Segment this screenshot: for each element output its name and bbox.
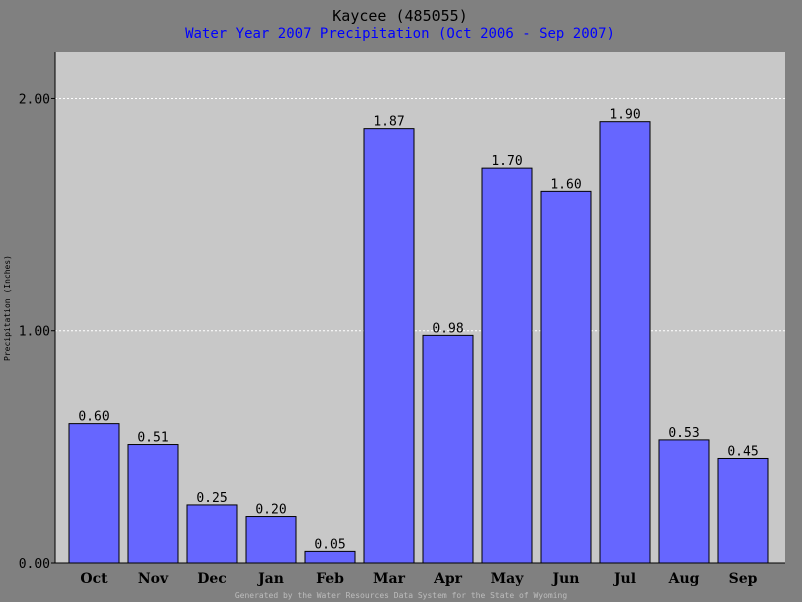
bar-value-label: 0.25	[196, 491, 227, 506]
bar-value-label: 0.05	[314, 537, 345, 552]
bar-dec	[186, 504, 238, 564]
bar-aug	[658, 439, 710, 564]
x-tick-label: Oct	[80, 571, 108, 587]
footer-credit: Generated by the Water Resources Data Sy…	[235, 591, 568, 600]
bar-mar	[363, 128, 415, 564]
chart-title: Kaycee (485055)	[332, 7, 467, 25]
bar-may	[481, 167, 533, 564]
bar-value-label: 1.70	[491, 154, 522, 169]
bars: 0.60 0.51 0.25 0.20 0.05 1.87 0.98 1.70 1.60 1.90…	[68, 108, 769, 564]
bar-value-label: 0.60	[78, 410, 109, 425]
y-axis-ticks: 0.00 1.00 2.00	[19, 52, 56, 572]
x-tick-label: Jun	[551, 571, 580, 587]
x-tick-label: Sep	[729, 571, 758, 587]
bar-value-label: 0.51	[137, 431, 168, 446]
grid-lines	[55, 97, 785, 332]
x-tick-label: Dec	[197, 571, 227, 587]
x-tick-label: Nov	[138, 571, 169, 587]
x-tick-label: Aug	[668, 571, 700, 587]
bar-value-label: 1.90	[609, 108, 640, 123]
bar-jun	[540, 190, 592, 564]
bar-jul	[599, 121, 651, 564]
bar-apr	[422, 334, 474, 564]
bar-jan	[245, 516, 297, 564]
x-axis-ticks: Oct Nov Dec Jan Feb Mar Apr May Jun Jul Aug Sep	[55, 562, 785, 587]
bar-value-label: 1.60	[550, 177, 581, 192]
y-tick-label: 1.00	[19, 325, 50, 340]
bar-value-label: 0.45	[727, 444, 758, 459]
bar-value-label: 0.20	[255, 503, 286, 518]
x-tick-label: Mar	[373, 571, 406, 587]
chart-subtitle: Water Year 2007 Precipitation (Oct 2006 …	[185, 26, 615, 42]
y-axis-label: Precipitation (Inches)	[3, 255, 12, 361]
bar-nov	[127, 444, 179, 564]
bar-value-label: 0.53	[668, 426, 699, 441]
bar-value-label: 0.98	[432, 321, 463, 336]
x-tick-label: Apr	[433, 571, 463, 587]
x-tick-label: Feb	[316, 571, 344, 587]
y-tick-label: 2.00	[19, 92, 50, 107]
bar-feb	[304, 550, 356, 564]
x-tick-label: Jul	[612, 571, 636, 587]
bar-sep	[717, 457, 769, 564]
x-tick-label: May	[491, 571, 525, 587]
x-tick-label: Jan	[256, 571, 284, 587]
y-tick-label: 0.00	[19, 557, 50, 572]
bar-value-label: 1.87	[373, 115, 404, 130]
bar-oct	[68, 423, 120, 564]
